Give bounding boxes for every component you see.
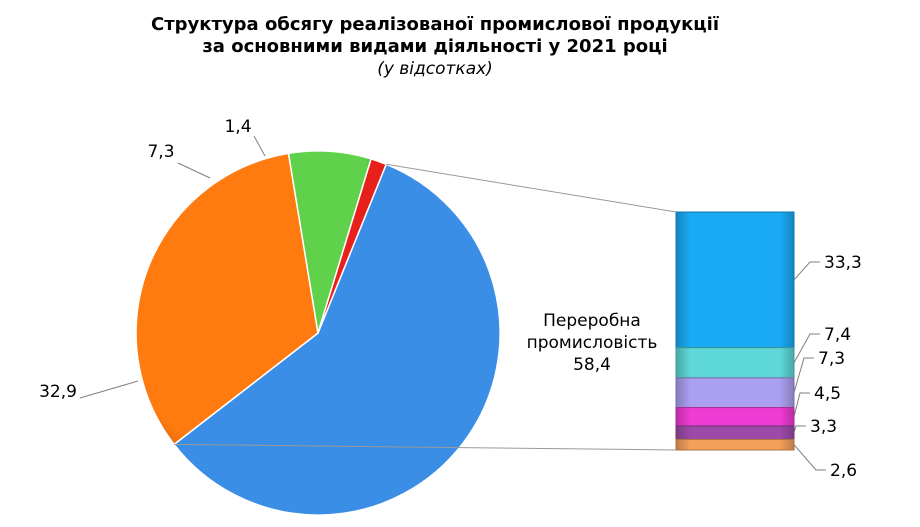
bar-label-6: 2,6 — [830, 461, 857, 481]
pie — [135, 150, 501, 516]
bar-label-5: 3,3 — [810, 417, 837, 437]
bar-leader-2 — [793, 333, 820, 364]
pie-slice-4 — [317, 157, 388, 334]
bar-segment-5 — [675, 425, 795, 440]
bar-segment-2 — [675, 347, 795, 379]
bar-label-4: 4,5 — [814, 384, 841, 404]
bar-segment-1 — [675, 211, 795, 349]
bar-leader-6 — [793, 444, 826, 471]
bar-segment-4 — [675, 407, 795, 427]
chart-subtitle: (у відсотках) — [377, 59, 493, 79]
data-labels: Переробна промисловість 58,4 32,9 7,3 1,4 33,3… — [39, 117, 862, 481]
bar-label-2: 7,4 — [824, 325, 851, 345]
bar-leader-5 — [793, 425, 806, 433]
bar-leader-3 — [793, 357, 814, 393]
bar-segment-6 — [675, 438, 795, 451]
pie-label-4: 1,4 — [224, 117, 251, 137]
leader-line-2 — [79, 380, 139, 399]
chart-title: Структура обсягу реалізованої промислово… — [0, 14, 870, 80]
pie-slice-2 — [135, 152, 319, 446]
bar-leader-1 — [793, 261, 820, 281]
leader-line-4 — [253, 135, 266, 157]
bar-segment-3 — [675, 377, 795, 409]
connector-bottom — [174, 443, 677, 451]
leader-line-3 — [177, 162, 211, 179]
connector-top — [386, 163, 677, 213]
bar-label-3: 7,3 — [818, 349, 845, 369]
pie-label-manufacturing: Переробна промисловість 58,4 — [527, 311, 658, 375]
breakdown-bar — [675, 211, 795, 451]
chart-title-line-2: за основними видами діяльності у 2021 ро… — [202, 36, 668, 57]
chart-title-line-1: Структура обсягу реалізованої промислово… — [151, 14, 719, 35]
leader-lines — [79, 135, 826, 471]
pie-slice-1 — [173, 163, 501, 516]
bar-label-1: 33,3 — [824, 253, 862, 273]
pie-label-2: 32,9 — [39, 382, 77, 402]
bar-leader-4 — [793, 392, 810, 417]
pie-label-3: 7,3 — [147, 142, 174, 162]
